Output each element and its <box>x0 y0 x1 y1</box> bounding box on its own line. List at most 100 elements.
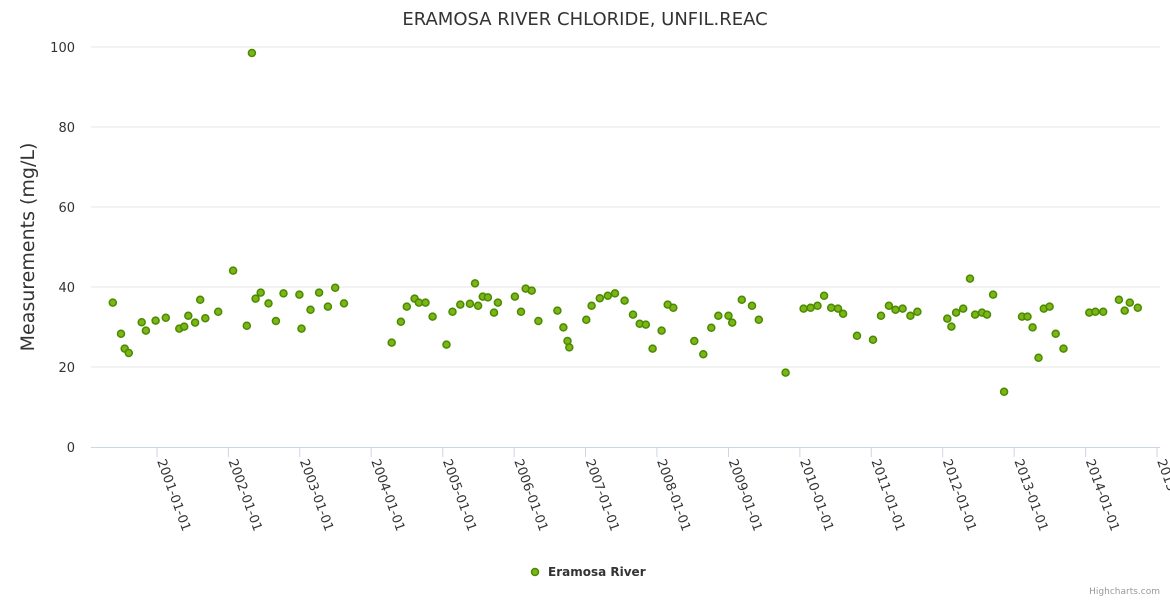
data-point[interactable] <box>565 343 574 352</box>
data-point[interactable] <box>913 307 922 317</box>
data-point[interactable] <box>799 304 808 313</box>
data-point[interactable] <box>707 323 716 333</box>
data-point[interactable] <box>264 299 273 308</box>
data-point[interactable] <box>295 290 304 299</box>
data-point[interactable] <box>161 313 171 323</box>
data-point[interactable] <box>151 316 160 325</box>
data-point[interactable] <box>988 290 998 299</box>
data-point[interactable] <box>754 315 764 325</box>
data-point[interactable] <box>1028 323 1037 332</box>
data-point[interactable] <box>256 288 265 297</box>
data-point[interactable] <box>116 329 126 339</box>
data-point[interactable] <box>943 314 952 323</box>
data-point[interactable] <box>483 293 493 302</box>
data-point[interactable] <box>1114 295 1124 305</box>
data-point[interactable] <box>442 340 451 349</box>
data-point[interactable] <box>898 304 907 313</box>
data-point[interactable] <box>339 299 349 308</box>
data-point[interactable] <box>714 311 723 321</box>
data-points[interactable] <box>108 48 1143 397</box>
data-point[interactable] <box>891 305 900 315</box>
data-point[interactable] <box>965 274 975 283</box>
credits-link[interactable]: Highcharts.com <box>1089 587 1160 597</box>
data-point[interactable] <box>747 301 757 311</box>
data-point[interactable] <box>228 266 238 275</box>
data-point[interactable] <box>559 323 568 332</box>
data-point[interactable] <box>806 303 815 313</box>
data-point[interactable] <box>690 336 699 346</box>
data-point[interactable] <box>620 296 629 305</box>
data-point[interactable] <box>628 310 638 319</box>
data-point[interactable] <box>108 298 118 307</box>
data-point[interactable] <box>947 322 956 331</box>
legend-label[interactable]: Eramosa River <box>548 565 646 579</box>
data-point[interactable] <box>958 304 968 313</box>
data-point[interactable] <box>1125 298 1135 307</box>
data-point[interactable] <box>819 291 829 301</box>
legend[interactable]: Eramosa River <box>530 565 646 579</box>
data-point[interactable] <box>838 309 848 319</box>
data-point[interactable] <box>868 335 878 345</box>
data-point[interactable] <box>247 48 257 58</box>
data-point[interactable] <box>271 316 281 326</box>
data-point[interactable] <box>1034 353 1043 363</box>
data-point[interactable] <box>1098 307 1108 317</box>
data-point[interactable] <box>906 311 915 321</box>
data-point[interactable] <box>242 321 252 331</box>
data-point[interactable] <box>669 303 678 313</box>
data-point[interactable] <box>396 317 406 327</box>
data-point[interactable] <box>137 317 146 327</box>
data-point[interactable] <box>402 302 412 311</box>
data-point[interactable] <box>448 307 457 317</box>
data-point[interactable] <box>582 315 591 325</box>
data-point[interactable] <box>184 311 193 321</box>
data-point[interactable] <box>1023 312 1032 321</box>
data-point[interactable] <box>489 308 499 317</box>
data-point[interactable] <box>982 310 992 319</box>
data-point[interactable] <box>737 295 747 305</box>
data-point[interactable] <box>1120 306 1129 315</box>
data-point[interactable] <box>527 286 536 295</box>
data-point[interactable] <box>951 308 961 317</box>
data-point[interactable] <box>595 293 605 303</box>
data-point[interactable] <box>251 294 260 303</box>
data-point[interactable] <box>641 320 651 329</box>
data-point[interactable] <box>279 289 288 298</box>
data-point[interactable] <box>970 310 980 319</box>
data-point[interactable] <box>1091 307 1100 317</box>
data-point[interactable] <box>727 318 737 327</box>
data-point[interactable] <box>610 289 620 298</box>
data-point[interactable] <box>876 311 886 321</box>
data-point[interactable] <box>306 305 315 315</box>
data-point[interactable] <box>553 306 562 315</box>
data-point[interactable] <box>314 288 324 297</box>
data-point[interactable] <box>510 292 520 301</box>
data-point[interactable] <box>534 316 543 326</box>
data-point[interactable] <box>699 349 708 359</box>
data-point[interactable] <box>465 299 475 309</box>
data-point[interactable] <box>190 318 200 327</box>
data-point[interactable] <box>999 387 1009 397</box>
data-point[interactable] <box>195 295 205 305</box>
data-point[interactable] <box>330 283 340 293</box>
data-point[interactable] <box>421 298 430 307</box>
data-point[interactable] <box>387 338 396 347</box>
data-point[interactable] <box>603 291 613 301</box>
data-point[interactable] <box>516 307 526 317</box>
data-point[interactable] <box>473 301 483 311</box>
data-point[interactable] <box>297 324 306 333</box>
data-point[interactable] <box>781 368 790 377</box>
data-point[interactable] <box>124 348 134 358</box>
data-point[interactable] <box>201 313 210 323</box>
data-point[interactable] <box>470 279 480 288</box>
data-point[interactable] <box>724 311 733 321</box>
data-point[interactable] <box>179 322 189 331</box>
data-point[interactable] <box>852 331 862 341</box>
data-point[interactable] <box>826 303 836 313</box>
data-point[interactable] <box>648 344 657 353</box>
data-point[interactable] <box>657 326 666 335</box>
data-point[interactable] <box>428 312 437 321</box>
data-point[interactable] <box>141 326 151 335</box>
data-point[interactable] <box>1133 303 1143 313</box>
data-point[interactable] <box>1045 302 1054 311</box>
